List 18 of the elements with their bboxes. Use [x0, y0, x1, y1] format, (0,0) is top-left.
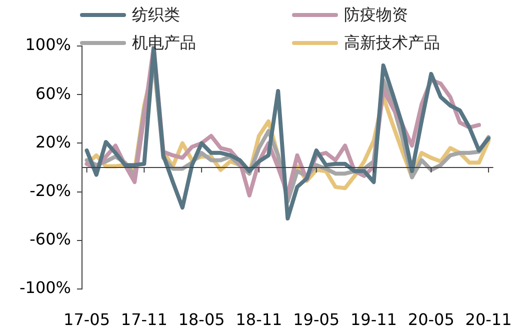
y-tick-label: -60% [30, 230, 71, 249]
x-tick-label: 17-11 [120, 310, 168, 329]
legend-label: 机电产品 [132, 32, 196, 54]
x-tick-label: 19-11 [350, 310, 397, 329]
x-tick-label: 20-11 [465, 310, 512, 329]
y-tick-label: 60% [35, 84, 71, 103]
y-tick-label: 100% [25, 35, 71, 54]
y-tick-label: 20% [35, 132, 71, 152]
x-tick-label: 17-05 [64, 310, 110, 329]
legend-label: 纺织类 [132, 4, 180, 26]
x-tick-label: 20-05 [408, 310, 454, 329]
x-tick-label: 18-05 [178, 310, 225, 329]
x-tick-label: 18-11 [236, 310, 282, 329]
legend-label: 防疫物资 [344, 4, 408, 26]
legend-label: 高新技术产品 [344, 32, 440, 54]
y-tick-label: -20% [30, 180, 71, 200]
x-tick-label: 19-05 [293, 310, 340, 329]
y-tick-label: -100% [19, 278, 71, 298]
